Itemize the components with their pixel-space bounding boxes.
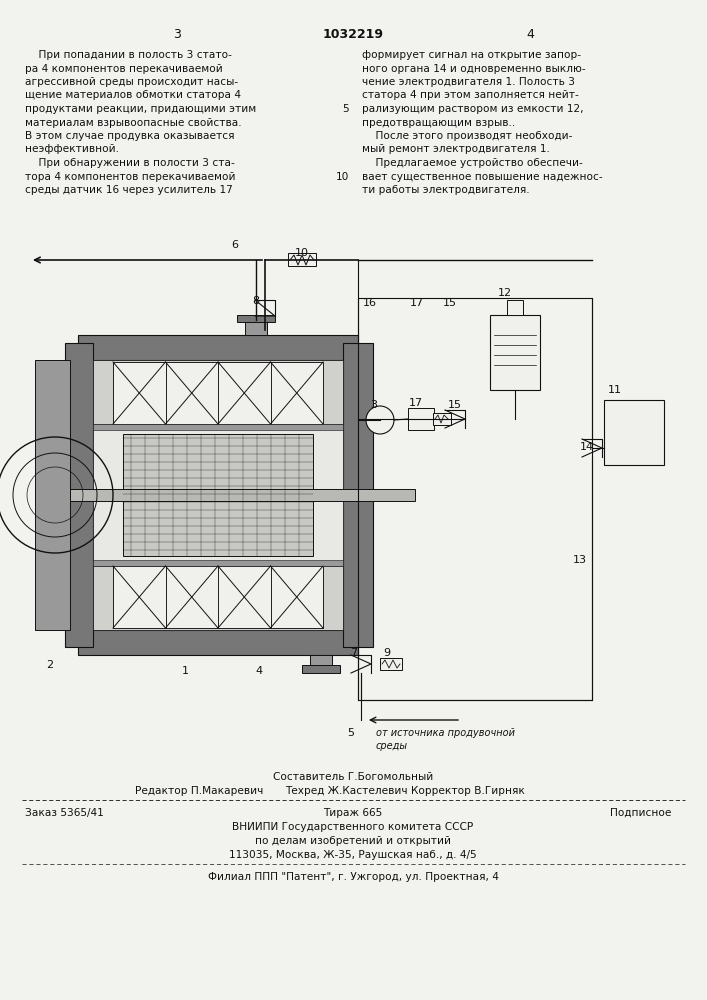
Text: материалам взрывоопасные свойства.: материалам взрывоопасные свойства. bbox=[25, 117, 242, 127]
Text: статора 4 при этом заполняется нейт-: статора 4 при этом заполняется нейт- bbox=[362, 91, 579, 101]
Text: 1032219: 1032219 bbox=[322, 28, 383, 41]
Bar bbox=[65, 343, 93, 647]
Bar bbox=[237, 315, 275, 322]
Bar bbox=[507, 300, 523, 315]
Text: 8: 8 bbox=[252, 296, 259, 306]
Circle shape bbox=[366, 406, 394, 434]
Text: 11: 11 bbox=[608, 385, 622, 395]
Bar bbox=[271, 566, 323, 628]
Text: 5: 5 bbox=[348, 728, 354, 738]
Text: 15: 15 bbox=[443, 298, 457, 308]
Bar bbox=[93, 360, 343, 630]
Text: по делам изобретений и открытий: по делам изобретений и открытий bbox=[255, 836, 451, 846]
Text: При попадании в полость 3 стато-: При попадании в полость 3 стато- bbox=[25, 50, 232, 60]
Text: формирует сигнал на открытие запор-: формирует сигнал на открытие запор- bbox=[362, 50, 581, 60]
Bar bbox=[123, 434, 313, 556]
Bar bbox=[218, 362, 271, 424]
Text: ного органа 14 и одновременно выклю-: ного органа 14 и одновременно выклю- bbox=[362, 64, 585, 74]
Bar bbox=[302, 665, 340, 673]
Text: тора 4 компонентов перекачиваемой: тора 4 компонентов перекачиваемой bbox=[25, 172, 235, 182]
Bar bbox=[165, 566, 218, 628]
Text: 7: 7 bbox=[350, 648, 357, 658]
Bar bbox=[93, 424, 343, 430]
Text: После этого производят необходи-: После этого производят необходи- bbox=[362, 131, 573, 141]
Text: 6: 6 bbox=[231, 240, 238, 250]
Text: В этом случае продувка оказывается: В этом случае продувка оказывается bbox=[25, 131, 235, 141]
Bar bbox=[218, 566, 271, 628]
Text: Редактор П.Макаревич: Редактор П.Макаревич bbox=[135, 786, 264, 796]
Text: 3: 3 bbox=[370, 400, 377, 410]
Text: среды датчик 16 через усилитель 17: среды датчик 16 через усилитель 17 bbox=[25, 185, 233, 195]
Text: ВНИИПИ Государственного комитета СССР: ВНИИПИ Государственного комитета СССР bbox=[233, 822, 474, 832]
Text: рализующим раствором из емкости 12,: рализующим раствором из емкости 12, bbox=[362, 104, 583, 114]
Bar bbox=[165, 362, 218, 424]
Text: продуктами реакции, придающими этим: продуктами реакции, придающими этим bbox=[25, 104, 256, 114]
Text: 17: 17 bbox=[409, 398, 423, 408]
Text: 15: 15 bbox=[448, 400, 462, 410]
Bar bbox=[93, 560, 343, 566]
Bar bbox=[433, 413, 451, 425]
Text: среды: среды bbox=[376, 741, 408, 751]
Text: 10: 10 bbox=[336, 172, 349, 182]
Bar bbox=[288, 253, 316, 266]
Text: 10: 10 bbox=[295, 248, 309, 258]
Text: чение электродвигателя 1. Полость 3: чение электродвигателя 1. Полость 3 bbox=[362, 77, 575, 87]
Text: 3: 3 bbox=[173, 28, 181, 41]
Text: агрессивной среды происходит насы-: агрессивной среды происходит насы- bbox=[25, 77, 238, 87]
Text: Техред Ж.Кастелевич Корректор В.Гирняк: Техред Ж.Кастелевич Корректор В.Гирняк bbox=[285, 786, 525, 796]
Bar bbox=[35, 360, 70, 630]
Text: Филиал ППП "Патент", г. Ужгород, ул. Проектная, 4: Филиал ППП "Патент", г. Ужгород, ул. Про… bbox=[208, 872, 498, 882]
Bar bbox=[343, 343, 373, 647]
Bar bbox=[35, 489, 415, 501]
Text: ти работы электродвигателя.: ти работы электродвигателя. bbox=[362, 185, 530, 195]
Text: 4: 4 bbox=[526, 28, 534, 41]
Text: При обнаружении в полости 3 ста-: При обнаружении в полости 3 ста- bbox=[25, 158, 235, 168]
Text: Составитель Г.Богомольный: Составитель Г.Богомольный bbox=[273, 772, 433, 782]
Text: 4: 4 bbox=[255, 666, 262, 676]
Bar bbox=[271, 362, 323, 424]
Text: щение материалов обмотки статора 4: щение материалов обмотки статора 4 bbox=[25, 91, 241, 101]
Text: 13: 13 bbox=[573, 555, 587, 565]
Text: предотвращающим взрыв..: предотвращающим взрыв.. bbox=[362, 117, 515, 127]
Text: 2: 2 bbox=[46, 660, 53, 670]
Bar bbox=[113, 362, 323, 424]
Text: Заказ 5365/41: Заказ 5365/41 bbox=[25, 808, 104, 818]
Text: от источника продувочной: от источника продувочной bbox=[376, 728, 515, 738]
Text: 9: 9 bbox=[383, 648, 390, 658]
Bar bbox=[113, 566, 323, 628]
Bar bbox=[604, 400, 664, 465]
Text: вает существенное повышение надежнос-: вает существенное повышение надежнос- bbox=[362, 172, 602, 182]
Bar bbox=[245, 320, 267, 335]
Text: Предлагаемое устройство обеспечи-: Предлагаемое устройство обеспечи- bbox=[362, 158, 583, 168]
Bar bbox=[78, 630, 358, 655]
Bar bbox=[78, 335, 358, 360]
Bar bbox=[408, 408, 434, 430]
Text: мый ремонт электродвигателя 1.: мый ремонт электродвигателя 1. bbox=[362, 144, 550, 154]
Bar bbox=[310, 655, 332, 670]
Text: Тираж 665: Тираж 665 bbox=[323, 808, 382, 818]
Text: ра 4 компонентов перекачиваемой: ра 4 компонентов перекачиваемой bbox=[25, 64, 223, 74]
Bar bbox=[490, 315, 540, 390]
Text: 1: 1 bbox=[182, 666, 189, 676]
Bar bbox=[380, 658, 402, 670]
Text: 12: 12 bbox=[498, 288, 512, 298]
Bar bbox=[358, 298, 592, 700]
Bar bbox=[113, 566, 165, 628]
Text: Подписное: Подписное bbox=[610, 808, 672, 818]
Text: 113035, Москва, Ж-35, Раушская наб., д. 4/5: 113035, Москва, Ж-35, Раушская наб., д. … bbox=[229, 850, 477, 860]
Text: 16: 16 bbox=[363, 298, 377, 308]
Text: 5: 5 bbox=[342, 104, 349, 114]
Text: 14: 14 bbox=[580, 442, 594, 452]
Bar bbox=[93, 424, 343, 566]
Text: неэффективной.: неэффективной. bbox=[25, 144, 119, 154]
Text: 17: 17 bbox=[410, 298, 424, 308]
Bar bbox=[113, 362, 165, 424]
